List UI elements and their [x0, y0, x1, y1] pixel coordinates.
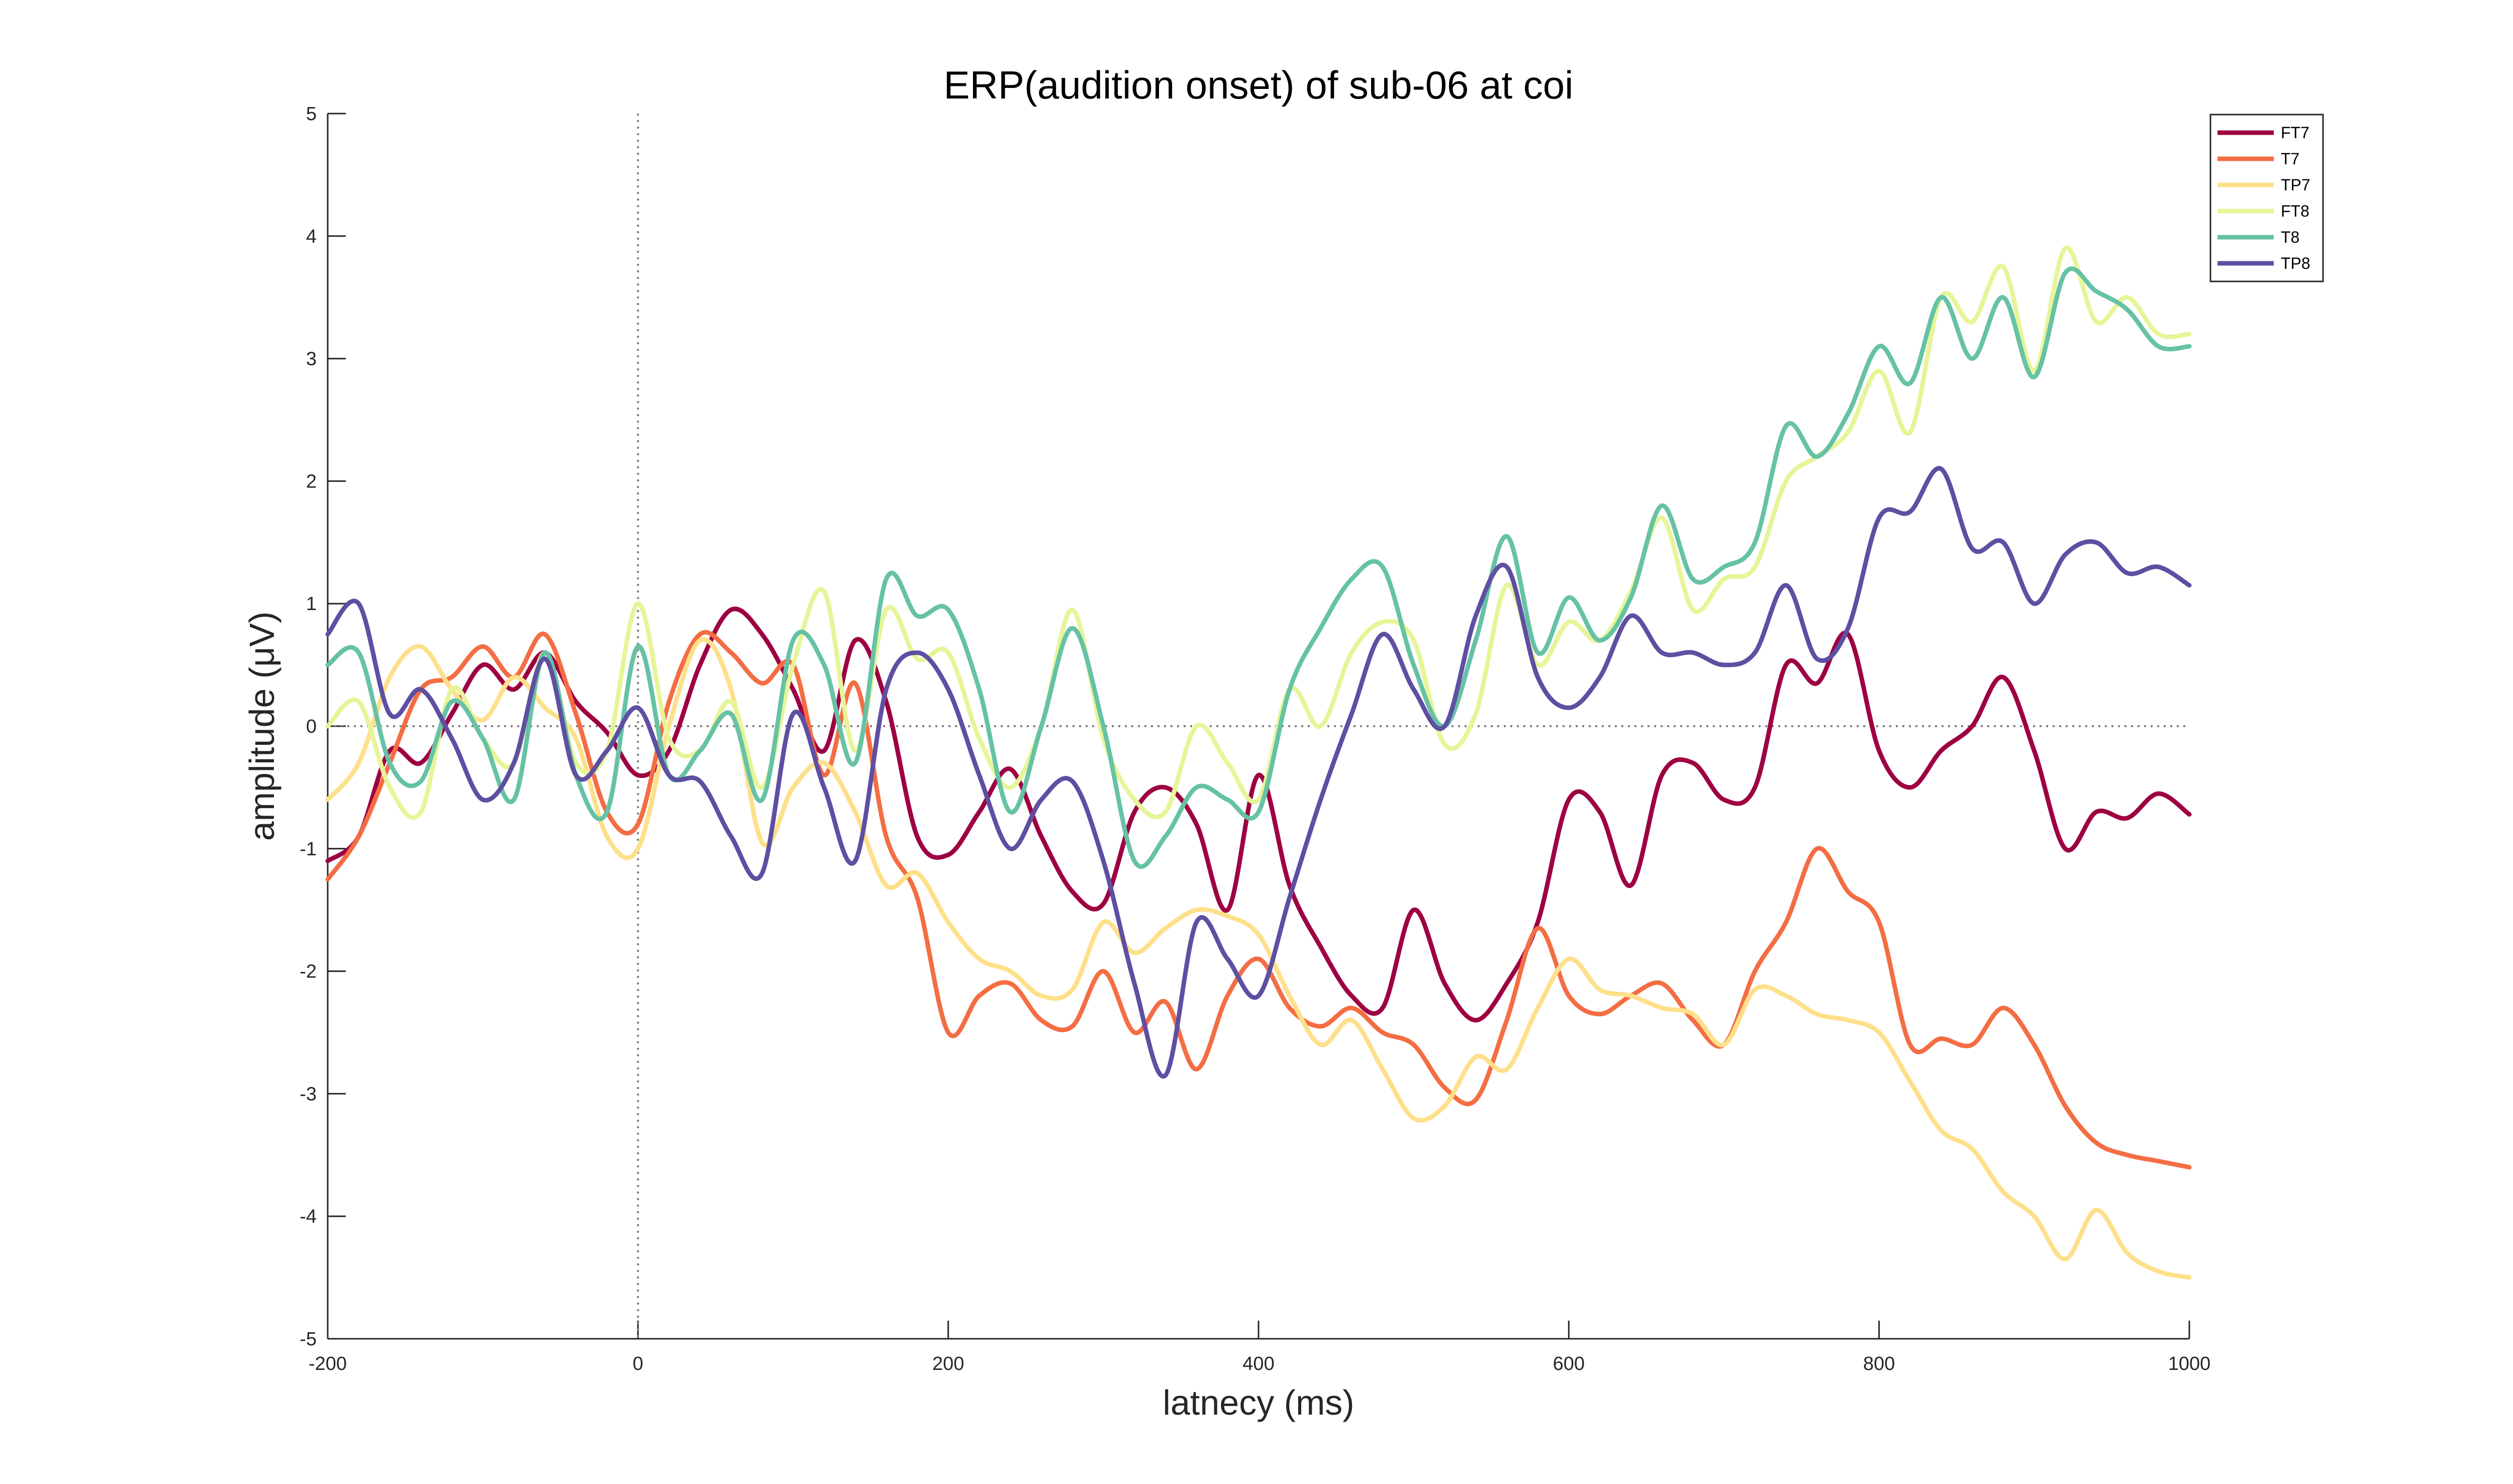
legend-label-ft8: FT8: [2281, 202, 2309, 220]
series-line-t8: [325, 266, 2192, 869]
y-tick-label: 5: [306, 104, 317, 125]
legend-label-tp7: TP7: [2281, 176, 2310, 194]
y-tick-label: -5: [300, 1329, 317, 1350]
y-tick-label: 1: [306, 593, 317, 615]
x-tick-label: 1000: [2168, 1353, 2211, 1374]
y-tick-label: 2: [306, 471, 317, 492]
legend-label-ft7: FT7: [2281, 124, 2309, 142]
y-axis-label: amplitude (μV): [242, 612, 281, 841]
legend[interactable]: FT7 T7 TP7 FT8 T8 TP8: [2209, 114, 2324, 282]
series-line-ft8: [325, 245, 2192, 820]
y-tick-label: 4: [306, 226, 317, 247]
y-tick-label: 3: [306, 349, 317, 370]
legend-label-t7: T7: [2281, 150, 2299, 168]
series-line-t7: [325, 630, 2192, 1170]
y-tick-label: -4: [300, 1206, 317, 1227]
series-line-tp8: [325, 466, 2192, 1079]
series-line-ft7: [325, 607, 2192, 1023]
y-tick-label: -2: [300, 961, 317, 982]
series-lines: [325, 245, 2192, 1280]
y-tick-label: 0: [306, 716, 317, 737]
reference-lines: [328, 114, 2189, 1339]
y-tick-label: -3: [300, 1083, 317, 1105]
legend-label-tp8: TP8: [2281, 254, 2310, 272]
series-line-tp7: [325, 637, 2192, 1280]
y-tick-label: -1: [300, 839, 317, 860]
x-tick-label: -200: [309, 1353, 347, 1374]
legend-box: [2209, 114, 2324, 282]
x-tick-label: 0: [633, 1353, 643, 1374]
chart-title: ERP(audition onset) of sub-06 at coi: [943, 63, 1573, 107]
x-tick-label: 800: [1863, 1353, 1895, 1374]
x-tick-label: 600: [1553, 1353, 1585, 1374]
x-axis-label: latnecy (ms): [1163, 1383, 1354, 1422]
x-tick-label: 400: [1242, 1353, 1274, 1374]
x-tick-label: 200: [932, 1353, 964, 1374]
legend-label-t8: T8: [2281, 228, 2299, 246]
